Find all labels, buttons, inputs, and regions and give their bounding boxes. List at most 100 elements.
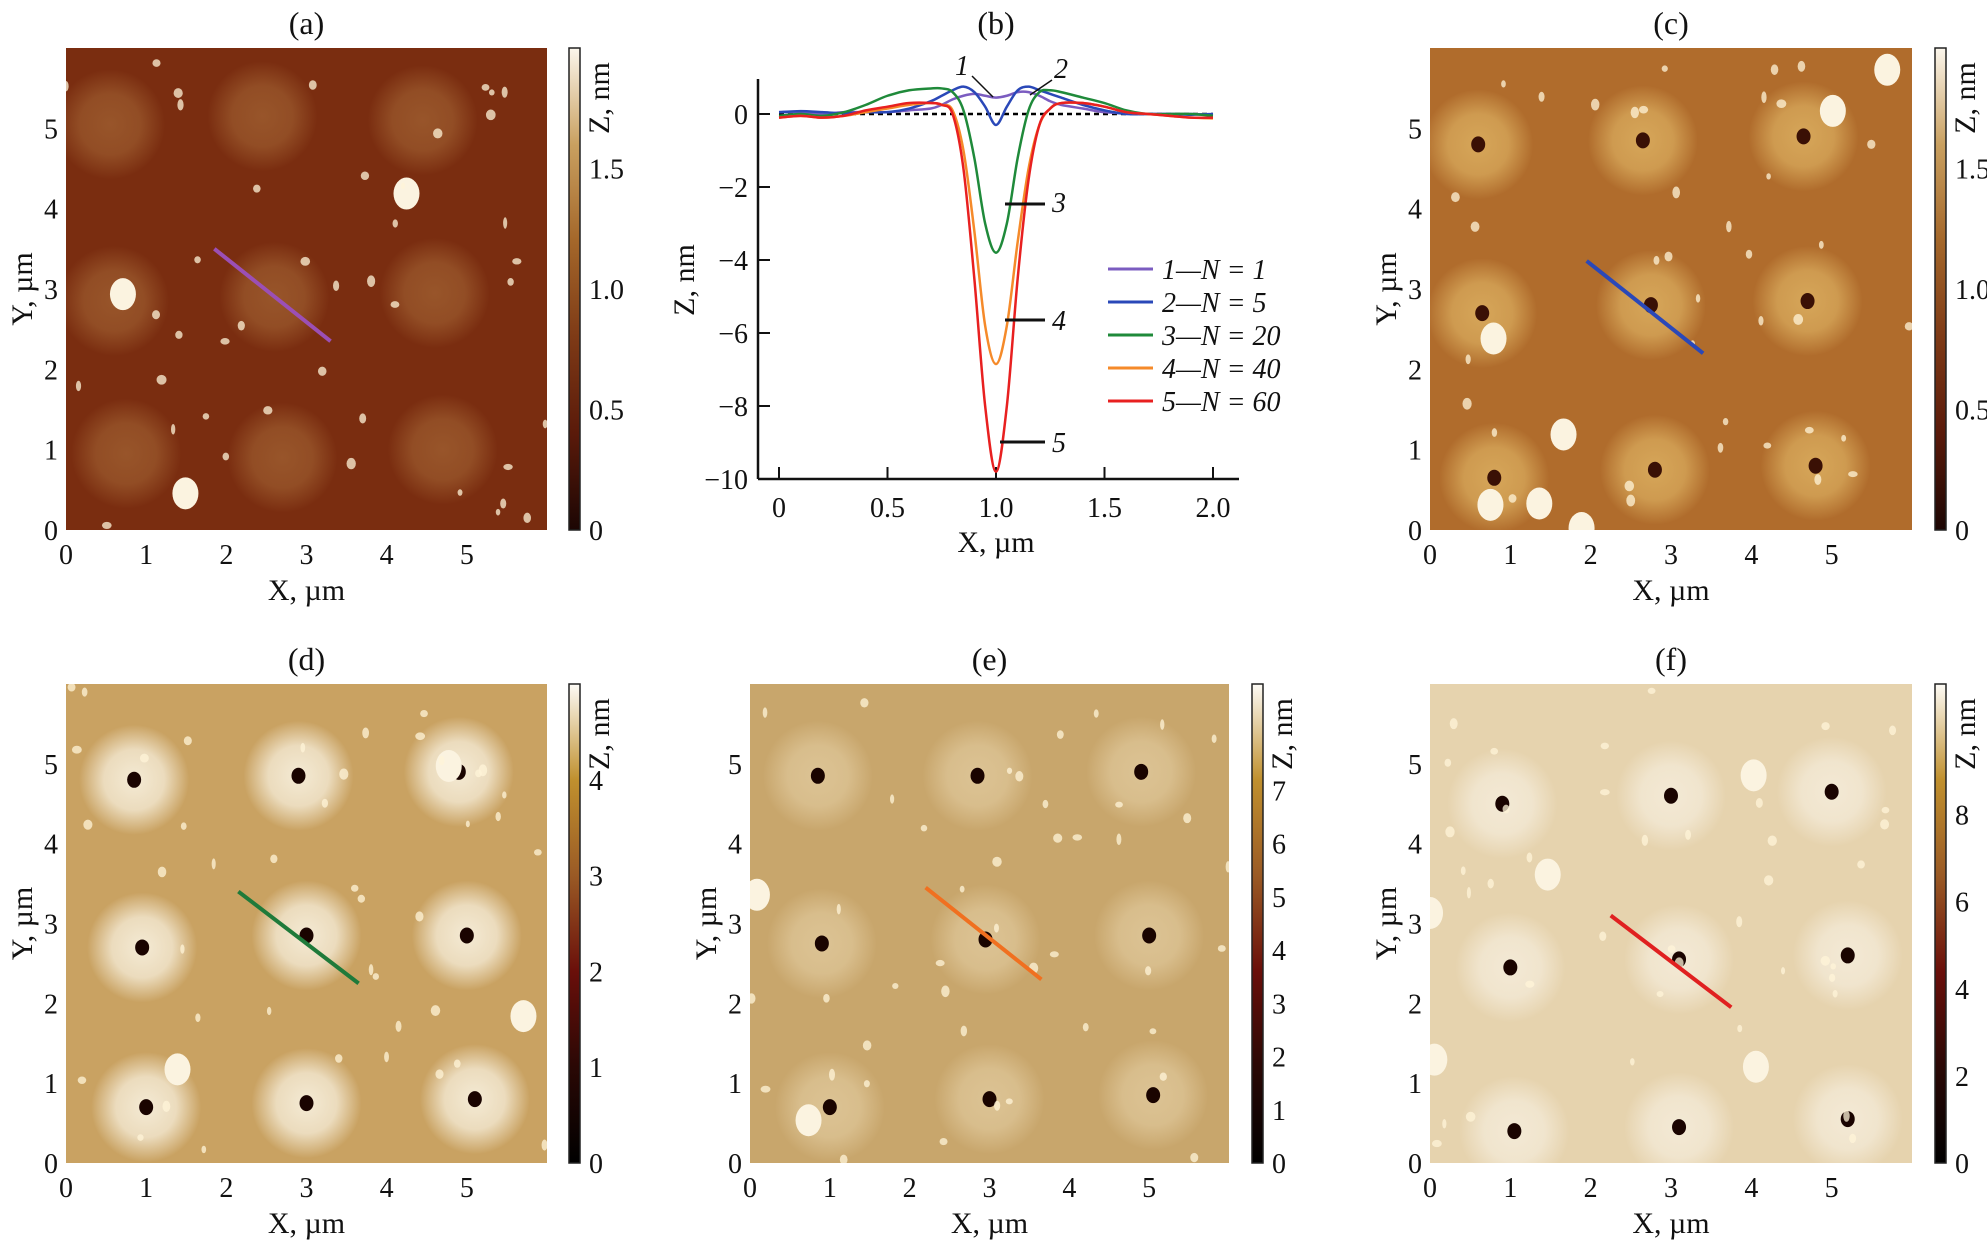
particle (1661, 65, 1668, 72)
particle (1442, 1119, 1447, 1129)
y-tick-label: 5 (1408, 114, 1422, 145)
pit (1142, 927, 1157, 944)
x-tick-label: 2.0 (1196, 493, 1231, 524)
y-tick-label: 5 (44, 114, 58, 145)
y-tick-label: 1 (1408, 1069, 1422, 1100)
legend-entry: 2—N = 5 (1162, 288, 1266, 319)
particle (1740, 759, 1767, 792)
particle (1848, 471, 1858, 478)
y-tick-label: −6 (718, 319, 748, 350)
x-tick-label: 1.5 (1087, 493, 1122, 524)
particle (1449, 718, 1458, 730)
particle (368, 964, 374, 976)
x-tick-label: 3 (1664, 1173, 1678, 1204)
particle (500, 498, 507, 509)
particle (1093, 709, 1099, 718)
y-axis-label: Y, µm (6, 887, 39, 960)
y-tick-label: 4 (1408, 830, 1422, 861)
x-tick-label: 1 (823, 1173, 837, 1204)
particle (1217, 945, 1226, 952)
particle (433, 128, 443, 139)
particle (1722, 417, 1729, 426)
chart-title: (b) (977, 5, 1014, 41)
curve-annotation: 3 (1051, 188, 1066, 219)
x-tick-label: 4 (1062, 1173, 1076, 1204)
particle (157, 866, 167, 878)
particle (180, 822, 187, 830)
particle (1508, 494, 1517, 503)
profile-line (237, 889, 360, 985)
particle (481, 83, 490, 91)
halo (1624, 1072, 1735, 1163)
y-tick-label: 0 (728, 1149, 742, 1180)
profile-line (1585, 259, 1705, 355)
x-tick-label: 4 (1744, 540, 1758, 571)
panel-title: (e) (972, 641, 1008, 677)
particle (750, 878, 770, 911)
pit (970, 767, 985, 784)
particle (390, 301, 400, 308)
particle (1225, 861, 1229, 873)
colorbar-tick-label: 2 (589, 957, 603, 988)
particle (1526, 487, 1553, 520)
particle (220, 337, 230, 345)
particle (453, 1059, 461, 1068)
particle (1462, 397, 1472, 410)
particle (1042, 799, 1049, 809)
particle (1829, 973, 1836, 982)
colorbar (568, 47, 581, 531)
particle (81, 687, 88, 697)
particle (1857, 860, 1865, 869)
particle (1874, 53, 1901, 86)
annotation-leader (1029, 79, 1053, 96)
particle (1849, 1133, 1857, 1144)
x-axis-label: X, µm (268, 574, 345, 607)
particle (400, 182, 406, 190)
particle (1761, 91, 1767, 104)
panel-title: (d) (288, 641, 325, 677)
colorbar-tick-label: 0 (1955, 1149, 1969, 1180)
colorbar-tick-label: 6 (1955, 888, 1969, 919)
particle (139, 753, 149, 763)
x-tick-label: 4 (1744, 1173, 1758, 1204)
particle (533, 849, 542, 856)
colorbar-tick-label: 2 (1272, 1043, 1286, 1074)
colorbar-tick-label: 0 (1272, 1149, 1286, 1180)
particle (300, 256, 311, 266)
particle (1881, 806, 1890, 814)
halo (1459, 1076, 1570, 1163)
particle (1672, 186, 1681, 199)
particle (101, 521, 112, 529)
colorbar-tick-label: 0 (1955, 516, 1969, 547)
particle (270, 854, 278, 864)
colorbar-label: Z, nm (1949, 698, 1982, 770)
particle (1763, 442, 1772, 449)
curve-annotation: 2 (1054, 54, 1068, 85)
halo (379, 238, 490, 349)
x-tick-label: 0 (1423, 1173, 1437, 1204)
colorbar-tick-label: 1.5 (1955, 155, 1987, 186)
particle (75, 380, 82, 392)
particle (1460, 866, 1466, 876)
particle (1695, 294, 1701, 303)
particle (1049, 951, 1059, 958)
y-tick-label: 0 (734, 100, 748, 131)
particle (1736, 916, 1743, 928)
particle (1767, 835, 1777, 846)
annotation-leader (971, 75, 994, 98)
particle (860, 698, 869, 708)
pit (810, 767, 825, 784)
particle (507, 277, 514, 286)
halo (207, 61, 318, 172)
particle (1830, 963, 1837, 970)
panel-title: (c) (1653, 5, 1689, 41)
particle (152, 310, 161, 320)
y-tick-label: 3 (728, 910, 742, 941)
x-tick-label: 3 (300, 540, 314, 571)
particle (1653, 255, 1660, 265)
legend-entry: 5—N = 60 (1162, 387, 1280, 418)
particle (939, 1138, 948, 1146)
x-tick-label: 4 (380, 1173, 394, 1204)
y-tick-label: 1 (44, 436, 58, 467)
